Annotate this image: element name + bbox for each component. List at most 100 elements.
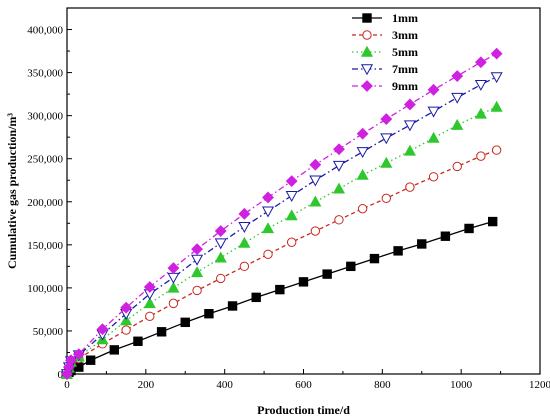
data-point-9mm: [404, 98, 416, 111]
x-tick-label: 600: [295, 379, 312, 391]
data-point-9mm: [451, 70, 464, 82]
data-point-3mm: [310, 226, 321, 236]
data-point-3mm: [476, 151, 486, 161]
data-point-1mm: [204, 309, 214, 319]
data-point-3mm: [381, 193, 391, 204]
data-point-3mm: [145, 311, 155, 322]
y-tick-label: 50,000: [33, 326, 64, 338]
data-point-9mm: [490, 47, 503, 60]
data-point-3mm: [286, 237, 297, 247]
y-tick-label: 200,000: [27, 197, 63, 209]
data-point-3mm: [168, 298, 179, 309]
data-point-7mm: [451, 92, 464, 104]
legend-item-3mm: 3mm: [352, 28, 418, 42]
y-tick-label: 100,000: [27, 283, 63, 295]
legend-label: 9mm: [392, 79, 418, 93]
data-point-9mm: [167, 262, 180, 274]
data-point-1mm: [464, 223, 474, 234]
data-point-5mm: [403, 144, 416, 156]
data-point-5mm: [285, 209, 298, 221]
series-line-7mm: [66, 76, 497, 375]
data-point-3mm: [192, 285, 202, 296]
data-point-1mm: [109, 345, 119, 355]
series-5mm: [60, 100, 503, 379]
legend-marker: [360, 45, 374, 57]
y-tick-label: 0: [58, 369, 64, 381]
y-tick-label: 150,000: [27, 240, 63, 252]
data-point-3mm: [216, 273, 226, 284]
data-point-7mm: [490, 72, 503, 84]
series-line-1mm: [66, 220, 493, 375]
data-point-1mm: [440, 231, 451, 241]
x-tick-label: 1200: [529, 379, 550, 391]
data-point-3mm: [357, 203, 368, 214]
x-tick-label: 1000: [450, 379, 473, 391]
data-point-9mm: [214, 225, 227, 237]
data-point-5mm: [261, 222, 275, 234]
data-point-9mm: [143, 281, 156, 293]
data-point-9mm: [72, 348, 85, 361]
data-point-1mm: [227, 301, 238, 311]
data-point-3mm: [239, 261, 250, 272]
data-point-9mm: [333, 143, 345, 156]
data-point-7mm: [474, 79, 487, 91]
data-point-7mm: [238, 222, 251, 233]
data-point-1mm: [346, 261, 356, 272]
y-axis-title: Cumulative gas production/m³: [5, 113, 19, 269]
legend-label: 1mm: [392, 11, 418, 25]
legend-marker: [362, 13, 372, 23]
data-point-9mm: [96, 323, 109, 336]
legend-label: 7mm: [392, 62, 418, 76]
data-point-1mm: [369, 253, 380, 264]
data-point-5mm: [143, 297, 156, 309]
data-point-7mm: [214, 238, 227, 250]
x-tick-label: 800: [374, 379, 391, 391]
data-point-1mm: [156, 327, 167, 337]
data-point-5mm: [332, 182, 346, 194]
y-tick-label: 400,000: [27, 25, 63, 37]
data-point-3mm: [491, 145, 502, 155]
data-point-1mm: [74, 362, 84, 372]
series-line-5mm: [66, 106, 497, 375]
data-point-7mm: [380, 133, 393, 145]
data-point-3mm: [428, 172, 439, 182]
data-point-9mm: [191, 243, 203, 256]
series-3mm: [62, 145, 502, 379]
data-point-1mm: [251, 292, 261, 303]
data-point-5mm: [238, 236, 251, 248]
series-line-3mm: [66, 149, 497, 375]
data-point-9mm: [285, 175, 298, 188]
data-point-9mm: [65, 354, 77, 367]
data-point-7mm: [191, 254, 204, 266]
data-point-9mm: [120, 301, 133, 314]
data-point-5mm: [380, 156, 393, 168]
y-tick-label: 350,000: [27, 68, 63, 80]
data-point-7mm: [285, 191, 298, 202]
data-point-7mm: [261, 206, 275, 218]
data-point-7mm: [427, 106, 440, 118]
legend-item-5mm: 5mm: [352, 45, 418, 59]
series-line-9mm: [66, 53, 497, 375]
data-point-9mm: [356, 127, 369, 140]
y-tick-label: 300,000: [27, 111, 63, 123]
data-point-5mm: [120, 314, 133, 326]
data-point-3mm: [334, 215, 344, 225]
legend-marker: [361, 80, 373, 92]
data-point-3mm: [121, 325, 131, 335]
legend-item-9mm: 9mm: [352, 79, 418, 93]
data-point-5mm: [490, 100, 503, 112]
legend-item-1mm: 1mm: [352, 11, 418, 25]
legend-item-7mm: 7mm: [352, 62, 418, 76]
data-point-3mm: [405, 182, 415, 192]
data-point-1mm: [275, 284, 285, 295]
data-point-5mm: [191, 266, 204, 278]
data-point-7mm: [309, 175, 322, 187]
series-9mm: [61, 47, 503, 380]
data-point-1mm: [417, 239, 427, 249]
data-point-1mm: [393, 246, 403, 256]
data-point-3mm: [452, 161, 462, 172]
data-point-7mm: [167, 272, 180, 284]
data-point-5mm: [356, 168, 369, 180]
series-1mm: [62, 216, 498, 379]
data-point-9mm: [238, 207, 251, 220]
